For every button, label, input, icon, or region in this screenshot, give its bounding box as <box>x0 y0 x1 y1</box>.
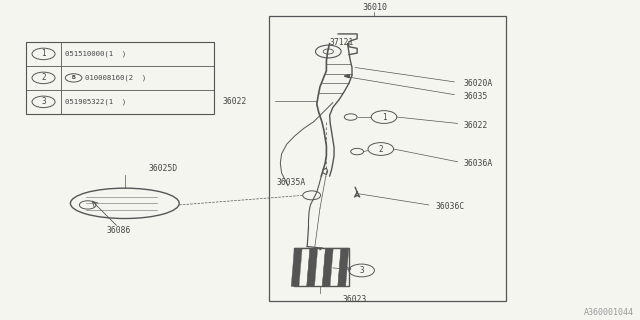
Polygon shape <box>338 248 349 286</box>
Text: 36022: 36022 <box>222 97 246 106</box>
Text: 36023: 36023 <box>343 295 367 304</box>
Bar <box>294 248 349 286</box>
Polygon shape <box>344 75 349 78</box>
Bar <box>269 16 506 301</box>
Text: 36010: 36010 <box>362 3 387 12</box>
Polygon shape <box>323 248 333 286</box>
Text: A360001044: A360001044 <box>584 308 634 317</box>
Text: 36035: 36035 <box>464 92 488 101</box>
Text: 010008160(2  ): 010008160(2 ) <box>85 75 147 81</box>
Text: 1: 1 <box>381 113 387 122</box>
Text: 1: 1 <box>41 49 46 59</box>
Text: 2: 2 <box>378 145 383 154</box>
Text: 36022: 36022 <box>464 121 488 130</box>
Text: 36036C: 36036C <box>435 202 465 211</box>
Polygon shape <box>330 248 341 286</box>
Polygon shape <box>307 248 317 286</box>
Polygon shape <box>291 248 302 286</box>
Polygon shape <box>314 248 326 286</box>
Text: 36025D: 36025D <box>148 164 178 173</box>
Text: 2: 2 <box>41 73 46 82</box>
Text: 3: 3 <box>359 266 364 275</box>
Text: 36036A: 36036A <box>464 159 493 168</box>
Text: B: B <box>72 76 76 80</box>
Bar <box>26 42 214 114</box>
Text: 051510000(1  ): 051510000(1 ) <box>65 51 127 57</box>
Text: 36035A: 36035A <box>276 178 306 187</box>
Text: 36086: 36086 <box>106 226 131 235</box>
Text: 051905322(1  ): 051905322(1 ) <box>65 99 127 105</box>
Text: 3: 3 <box>41 97 46 106</box>
Text: 37121: 37121 <box>330 38 354 47</box>
Text: 36020A: 36020A <box>464 79 493 88</box>
Polygon shape <box>299 248 310 286</box>
